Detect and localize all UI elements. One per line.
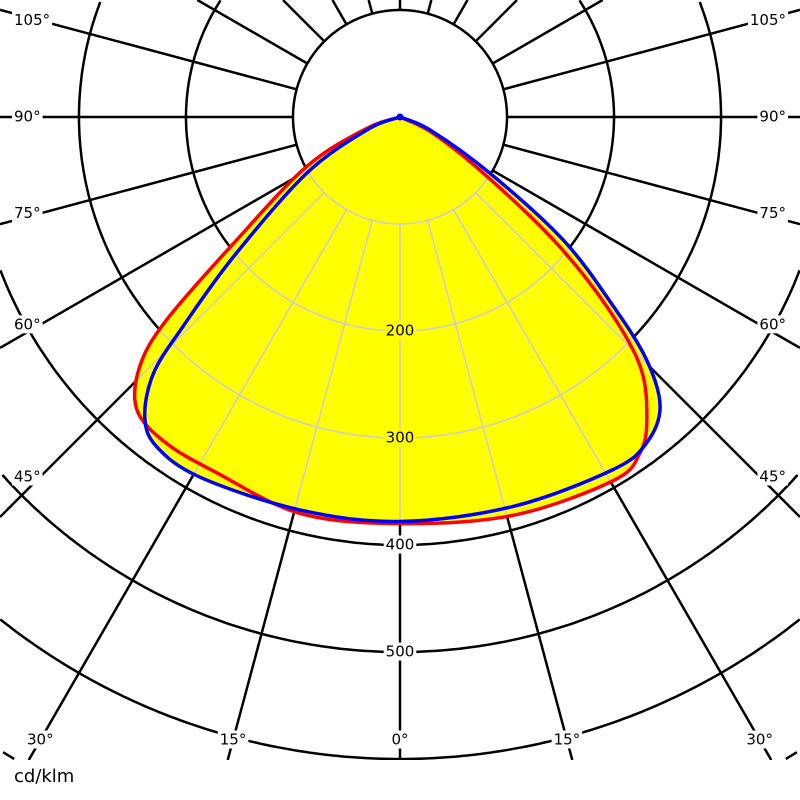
angle-label-left-60: 60° — [14, 315, 41, 333]
radial-label-500-bg — [383, 642, 417, 661]
curve-line-1 — [143, 115, 662, 524]
radial-label-400: 400 — [386, 536, 415, 554]
grid-ring-500 — [1, 474, 799, 654]
axis-labels: 105° 105° 90° 90° 75° 75° 60° 60° 45° 45° 30° 15° 0°… — [12, 11, 788, 749]
radial-label-500: 500 — [386, 643, 415, 661]
grid-spoke-120 — [492, 0, 604, 65]
angle-label-bottom-4-bg — [744, 730, 775, 749]
curve-fill-1 — [144, 117, 661, 522]
inner-grid-spoke-15 — [426, 220, 574, 524]
polar-intensity-chart: 105° 105° 90° 90° 75° 75° 60° 60° 45° 45° 30° 15° 0°… — [0, 0, 800, 760]
angle-label-left-105: 105° — [14, 11, 50, 29]
radial-label-200: 200 — [386, 322, 415, 340]
grid-spoke-150 — [452, 0, 469, 25]
curves — [132, 113, 662, 526]
radial-label-300: 300 — [386, 429, 415, 447]
angle-label-left-75: 75° — [14, 204, 41, 222]
curve-line-0 — [132, 115, 649, 526]
angle-label-right-60: 60° — [759, 315, 786, 333]
radial-label-400-bg — [383, 535, 417, 554]
grid-spoke-165 — [426, 0, 433, 14]
angle-label-bottom-0-bg — [25, 730, 56, 749]
angle-label-left-105-bg — [12, 11, 53, 30]
angle-label-bottom-4: 30° — [746, 731, 773, 749]
angle-label-right-75: 75° — [759, 204, 786, 222]
angle-label-left-90: 90° — [14, 108, 41, 126]
inner-grid-spoke-45 — [475, 192, 661, 518]
angle-label-right-105: 105° — [750, 11, 786, 29]
angle-label-left-75-bg — [12, 203, 43, 222]
angle-label-bottom-1: 15° — [220, 731, 247, 749]
grid-spoke-225 — [282, 0, 326, 43]
angle-label-bottom-3-bg — [551, 730, 583, 749]
angle-label-right-90: 90° — [759, 108, 786, 126]
unit-label: cd/klm — [14, 766, 75, 787]
grid-ring-600 — [0, 618, 800, 760]
grid-spoke-135 — [474, 0, 518, 43]
angle-label-left-45: 45° — [14, 468, 41, 486]
angle-label-bottom-1-bg — [217, 730, 249, 749]
curve-apex-dot — [396, 113, 404, 121]
grid-spoke-60 — [492, 169, 800, 350]
angle-label-bottom-3: 15° — [554, 731, 581, 749]
grid-ring-700 — [2, 751, 798, 760]
radial-label-200-bg — [383, 321, 417, 340]
curve-fills — [134, 117, 661, 524]
grid-spoke-300 — [0, 169, 308, 350]
grid-spoke-195 — [367, 0, 374, 14]
grid-ring-400 — [0, 269, 800, 547]
radial-label-300-bg — [383, 428, 417, 447]
angle-label-right-45-bg — [757, 467, 788, 486]
angle-label-bottom-2: 0° — [391, 731, 408, 749]
grid-spoke-240 — [196, 0, 308, 65]
angle-label-right-45: 45° — [759, 468, 786, 486]
inner-grid-spoke-345 — [226, 220, 374, 524]
angle-label-bottom-0: 30° — [27, 731, 54, 749]
grid-spoke-75 — [503, 143, 800, 226]
grid-spoke-285 — [0, 143, 297, 226]
angle-label-right-90-bg — [757, 107, 788, 126]
angle-label-right-105-bg — [747, 11, 788, 30]
grid-spoke-210 — [331, 0, 348, 25]
angle-label-right-75-bg — [757, 203, 788, 222]
angle-label-left-90-bg — [12, 107, 43, 126]
angle-label-bottom-2-bg — [389, 730, 411, 749]
angle-label-right-60-bg — [757, 315, 788, 334]
angle-label-left-45-bg — [12, 467, 43, 486]
angle-label-left-60-bg — [12, 315, 43, 334]
